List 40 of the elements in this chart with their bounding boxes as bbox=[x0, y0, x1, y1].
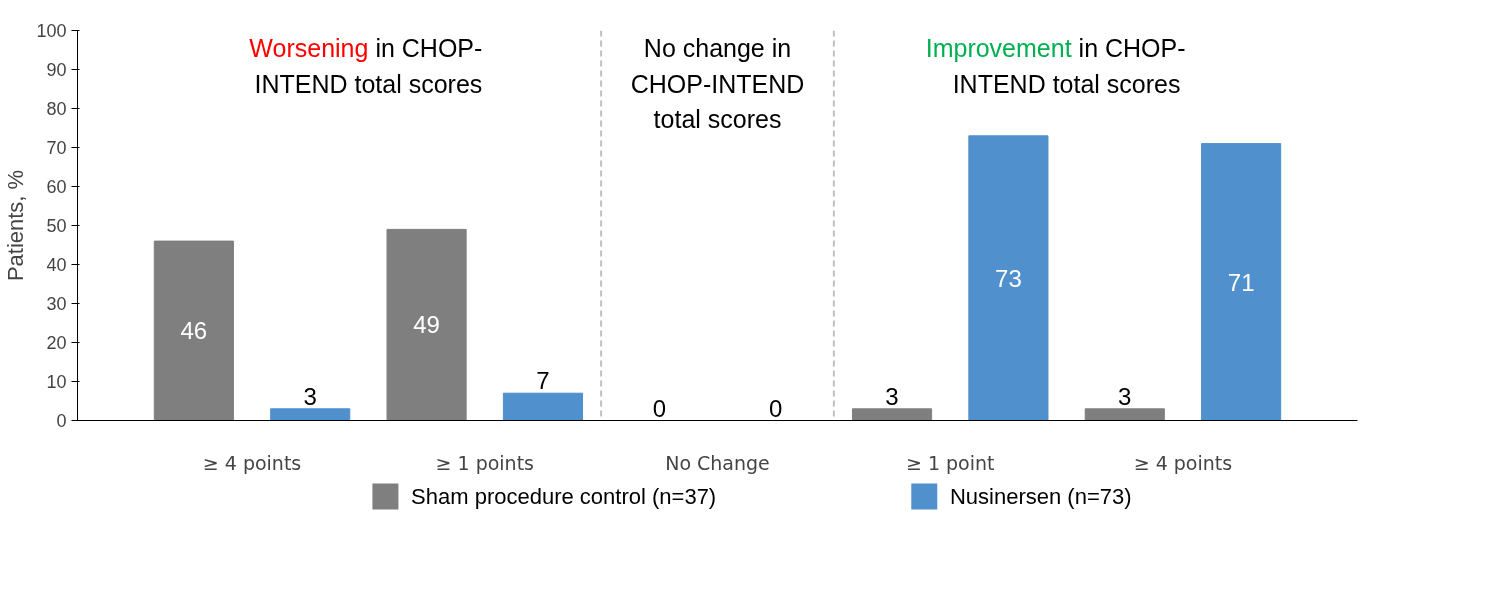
y-tick-label: 50 bbox=[46, 216, 67, 236]
data-label: 0 bbox=[652, 394, 666, 422]
y-tick-label: 90 bbox=[46, 60, 67, 80]
data-label: 0 bbox=[769, 394, 783, 422]
x-tick-label: ≥ 4 points bbox=[202, 451, 302, 474]
y-tick-label: 60 bbox=[46, 177, 67, 197]
y-tick-label: 70 bbox=[46, 138, 67, 158]
data-label: 7 bbox=[536, 367, 550, 395]
bar bbox=[386, 228, 467, 421]
x-tick-label: ≥ 4 points bbox=[1133, 451, 1233, 474]
y-tick-label: 80 bbox=[46, 99, 67, 119]
bar bbox=[968, 135, 1049, 421]
x-tick-label: ≥ 1 point bbox=[905, 451, 995, 474]
annotation: Improvement in CHOP- INTEND total scores bbox=[925, 34, 1186, 98]
bar bbox=[1084, 408, 1165, 421]
bar bbox=[851, 408, 933, 421]
x-tick-label: No Change bbox=[665, 451, 770, 474]
bar bbox=[1201, 143, 1282, 421]
bar bbox=[270, 408, 351, 421]
legend-label: Sham procedure control (n=37) bbox=[411, 484, 717, 509]
y-tick-label: 40 bbox=[46, 255, 67, 275]
data-label: 46 bbox=[180, 317, 208, 345]
data-label: 71 bbox=[1227, 268, 1255, 296]
x-tick-label: ≥ 1 points bbox=[435, 451, 534, 474]
data-label: 3 bbox=[885, 382, 899, 410]
bar bbox=[502, 392, 584, 421]
data-label: 73 bbox=[995, 264, 1022, 292]
data-label: 3 bbox=[303, 382, 317, 410]
y-tick-label: 0 bbox=[56, 411, 67, 431]
y-tick-label: 30 bbox=[46, 294, 67, 314]
y-axis-title: Patients, % bbox=[3, 169, 29, 282]
data-label: 49 bbox=[413, 311, 440, 339]
y-tick-label: 20 bbox=[46, 333, 67, 353]
y-tick-label: 100 bbox=[36, 21, 67, 41]
y-tick-label: 10 bbox=[46, 372, 67, 392]
data-label: 3 bbox=[1118, 382, 1132, 410]
annotation: No change in CHOP-INTEND total scores bbox=[630, 34, 805, 133]
legend-label: Nusinersen (n=73) bbox=[949, 484, 1132, 509]
annotation: Worsening in CHOP- INTEND total scores bbox=[249, 34, 483, 98]
bar bbox=[153, 240, 234, 421]
